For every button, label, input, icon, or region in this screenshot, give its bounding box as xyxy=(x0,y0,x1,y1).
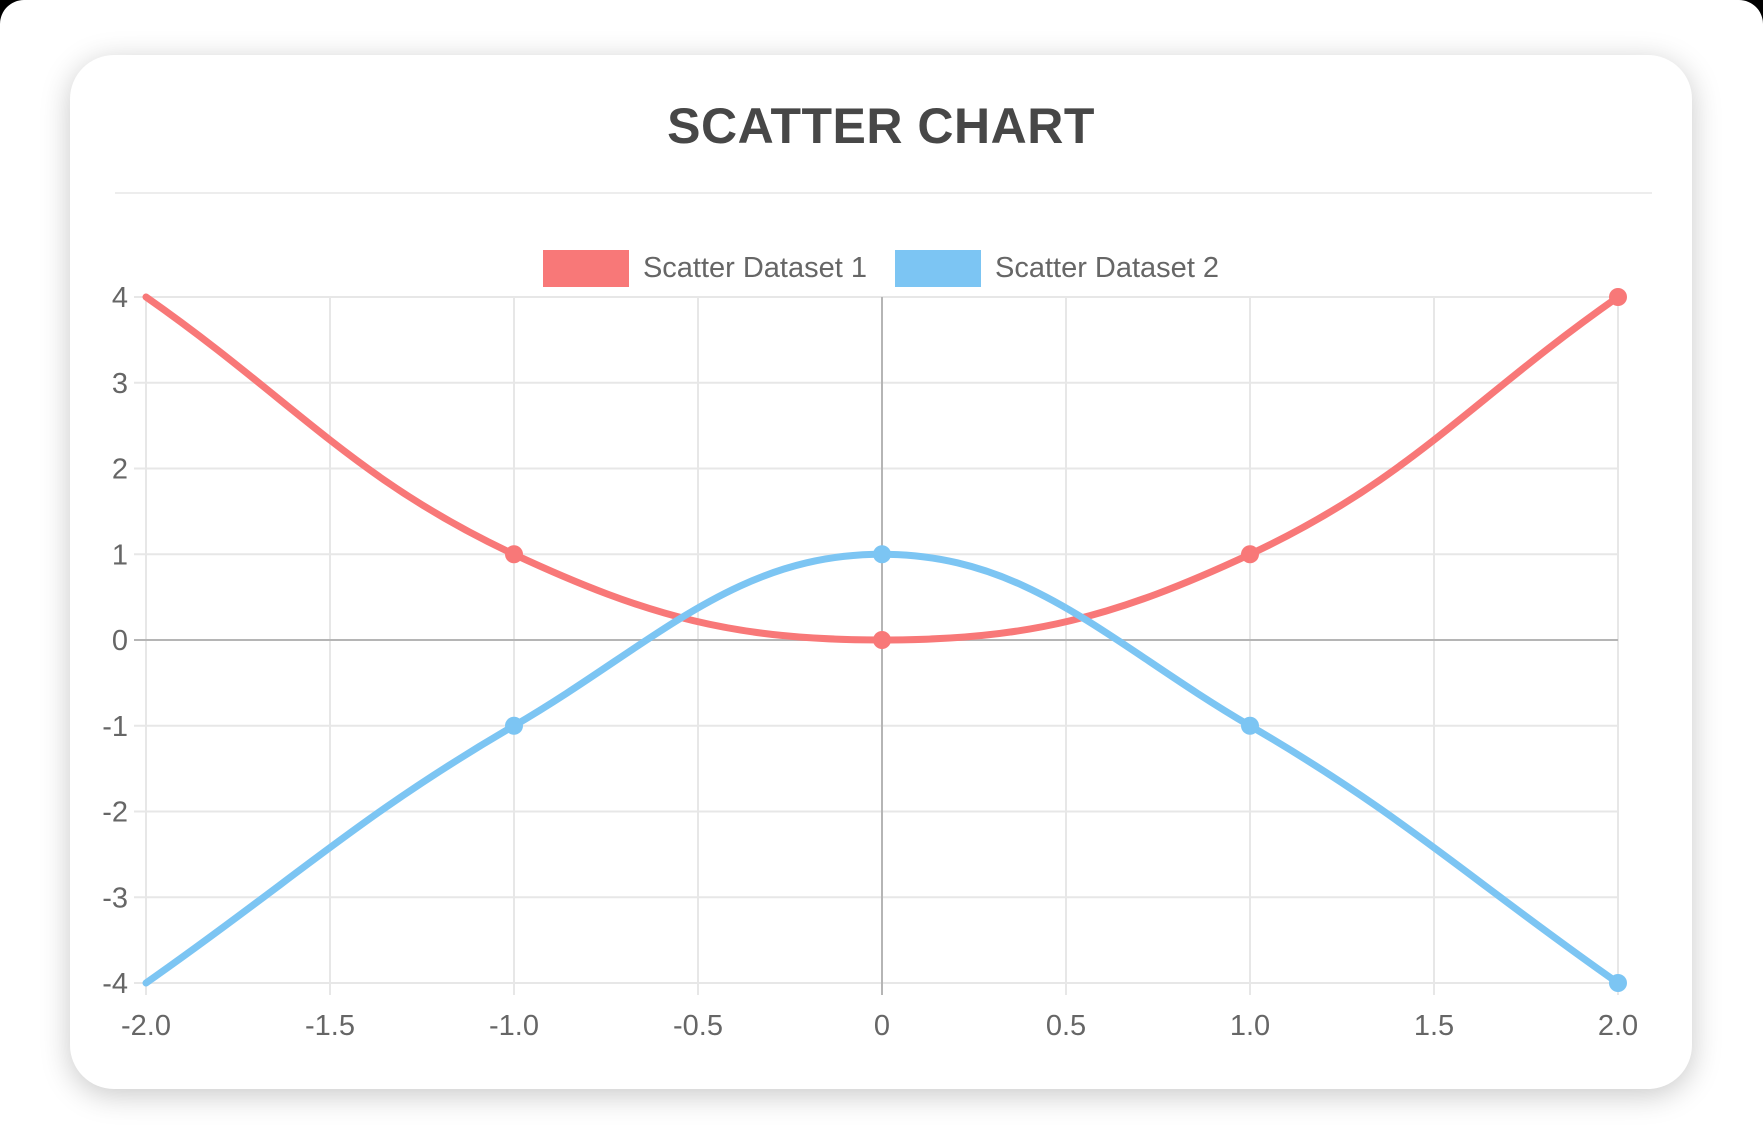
x-tick-label: 2.0 xyxy=(1598,1010,1638,1042)
y-tick-label: 4 xyxy=(112,282,128,314)
y-tick-label: 0 xyxy=(112,625,128,657)
y-tick-label: -3 xyxy=(102,882,128,914)
x-tick-label: 0 xyxy=(874,1010,890,1042)
data-point-series-1 xyxy=(1609,288,1627,306)
y-tick-label: -1 xyxy=(102,711,128,743)
chart-legend: Scatter Dataset 1 Scatter Dataset 2 xyxy=(70,250,1692,287)
x-tick-label: -0.5 xyxy=(673,1010,723,1042)
data-point-series-2 xyxy=(873,545,891,564)
x-tick-label: -2.0 xyxy=(121,1010,171,1042)
chart-canvas[interactable]: 4 3 2 1 -1 -2 -3 -4 -2.0 -1.5 -1.0 -0.5 0.5 1.0 1.5 2.0… xyxy=(70,55,1692,1089)
chart-title: SCATTER CHART xyxy=(667,98,1095,154)
title-divider xyxy=(115,192,1652,194)
chart-card: SCATTER CHART Scatter Dataset 1 Scatter … xyxy=(70,55,1692,1089)
data-point-series-1 xyxy=(1241,545,1259,564)
legend-item-dataset-2[interactable]: Scatter Dataset 2 xyxy=(895,250,1219,287)
legend-swatch-dataset-2 xyxy=(895,250,981,287)
x-tick-label: 1.0 xyxy=(1230,1010,1270,1042)
y-tick-label: 3 xyxy=(112,368,128,400)
x-tick-label: -1.5 xyxy=(305,1010,355,1042)
legend-item-dataset-1[interactable]: Scatter Dataset 1 xyxy=(542,250,867,287)
data-point-series-1 xyxy=(505,545,523,564)
y-tick-label: 2 xyxy=(112,454,128,486)
legend-label-dataset-2: Scatter Dataset 2 xyxy=(995,252,1220,284)
data-point-series-2 xyxy=(1609,974,1627,992)
x-tick-label: -1.0 xyxy=(489,1010,539,1042)
legend-swatch-dataset-1 xyxy=(542,250,629,287)
x-tick-label: 1.5 xyxy=(1414,1010,1454,1042)
y-tick-label: -4 xyxy=(102,968,128,1000)
data-point-series-2 xyxy=(505,716,523,735)
y-tick-label: -2 xyxy=(102,797,128,829)
x-tick-label: 0.5 xyxy=(1046,1010,1086,1042)
data-point-series-1 xyxy=(873,631,891,649)
y-tick-label: 1 xyxy=(112,539,128,571)
legend-label-dataset-1: Scatter Dataset 1 xyxy=(642,252,867,284)
data-point-series-2 xyxy=(1241,716,1259,735)
